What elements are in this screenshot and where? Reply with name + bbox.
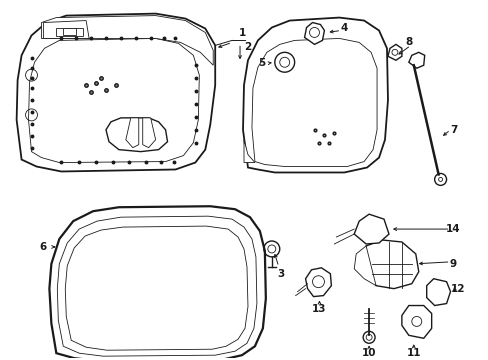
Polygon shape xyxy=(49,206,265,360)
Polygon shape xyxy=(63,28,76,35)
Polygon shape xyxy=(243,18,387,172)
Text: 6: 6 xyxy=(40,242,47,252)
Polygon shape xyxy=(387,44,401,60)
Polygon shape xyxy=(57,216,256,356)
Polygon shape xyxy=(56,27,83,36)
Polygon shape xyxy=(304,23,324,44)
Text: 2: 2 xyxy=(244,42,251,52)
Text: 13: 13 xyxy=(311,303,326,314)
Text: 14: 14 xyxy=(445,224,460,234)
Polygon shape xyxy=(353,214,388,244)
Polygon shape xyxy=(17,14,215,171)
Text: 4: 4 xyxy=(340,23,347,33)
Polygon shape xyxy=(28,39,199,163)
Polygon shape xyxy=(142,118,155,148)
Text: 10: 10 xyxy=(361,348,376,358)
Polygon shape xyxy=(251,39,376,167)
Text: 5: 5 xyxy=(258,58,265,68)
Polygon shape xyxy=(401,306,431,338)
Polygon shape xyxy=(65,226,247,350)
Polygon shape xyxy=(41,15,213,65)
Text: 9: 9 xyxy=(449,259,456,269)
Polygon shape xyxy=(305,268,331,297)
Text: 3: 3 xyxy=(277,269,284,279)
Text: 7: 7 xyxy=(449,125,456,135)
Text: 11: 11 xyxy=(406,348,420,358)
Polygon shape xyxy=(43,21,89,39)
Polygon shape xyxy=(244,140,254,163)
Text: 8: 8 xyxy=(405,37,411,48)
Polygon shape xyxy=(426,279,449,306)
Text: 1: 1 xyxy=(238,28,245,39)
Polygon shape xyxy=(125,118,139,148)
Text: 12: 12 xyxy=(450,284,465,294)
Polygon shape xyxy=(366,240,418,289)
Polygon shape xyxy=(353,246,375,286)
Polygon shape xyxy=(408,52,424,68)
Polygon shape xyxy=(106,118,167,152)
